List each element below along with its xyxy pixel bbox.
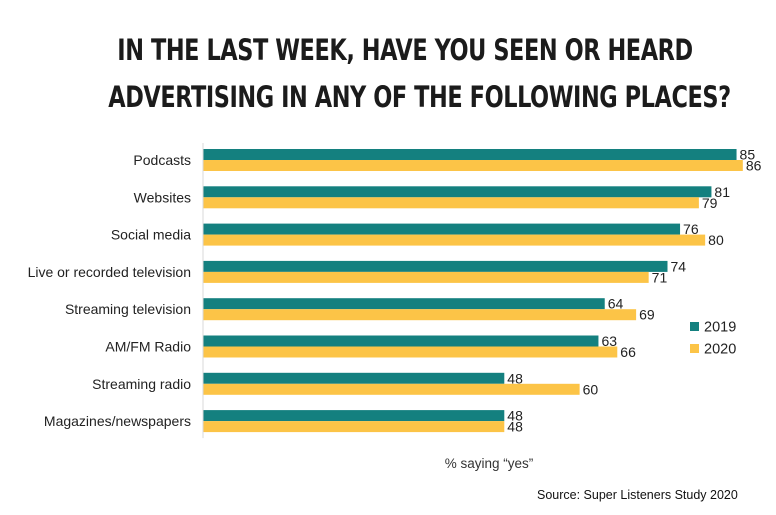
value-label: 80 (708, 232, 724, 248)
bar-2020-7 (203, 421, 505, 433)
bar-2019-4 (203, 298, 605, 310)
value-label: 69 (639, 307, 655, 323)
chart-title-line-2: ADVERTISING IN ANY OF THE FOLLOWING PLAC… (108, 80, 731, 114)
value-label: 48 (507, 419, 523, 435)
category-label: Websites (134, 189, 191, 205)
bar-2020-6 (203, 383, 580, 395)
legend: 2019 2020 (690, 320, 736, 358)
value-label: 76 (683, 221, 699, 237)
value-label: 60 (583, 381, 599, 397)
x-axis-label: % saying “yes” (445, 456, 534, 471)
source-note: Source: Super Listeners Study 2020 (537, 488, 738, 502)
value-label: 81 (714, 184, 730, 200)
bar-2020-3 (203, 271, 649, 283)
value-label: 63 (601, 333, 617, 349)
category-labels-layer: Podcasts Websites Social media Live or reco… (28, 152, 192, 429)
bar-2019-1 (203, 186, 712, 198)
bar-2020-4 (203, 309, 637, 321)
category-label: AM/FM Radio (105, 339, 191, 355)
bar-2019-0 (203, 149, 737, 160)
value-label: 86 (746, 158, 762, 174)
bar-2019-6 (203, 372, 505, 384)
legend-swatch-2020 (690, 344, 699, 353)
bar-2019-5 (203, 335, 599, 347)
bar-2020-1 (203, 197, 699, 209)
category-label: Streaming television (65, 301, 191, 317)
value-label: 48 (507, 408, 523, 424)
category-label: Magazines/newspapers (44, 413, 191, 429)
value-label: 85 (740, 147, 756, 163)
category-label: Live or recorded television (28, 264, 191, 280)
value-label: 48 (507, 370, 523, 386)
category-label: Streaming radio (92, 376, 191, 392)
value-label: 71 (652, 269, 668, 285)
category-label: Podcasts (133, 152, 191, 168)
value-label: 64 (608, 296, 624, 312)
bar-2020-5 (203, 346, 618, 358)
bar-2019-3 (203, 260, 668, 272)
legend-label-2020: 2020 (704, 342, 736, 358)
value-label: 66 (620, 344, 636, 360)
bar-2020-2 (203, 234, 706, 246)
value-label: 74 (670, 258, 686, 274)
legend-label-2019: 2019 (704, 320, 736, 336)
category-label: Social media (111, 227, 191, 243)
bar-2019-2 (203, 223, 681, 235)
value-label: 79 (702, 195, 718, 211)
bar-2019-7 (203, 410, 505, 422)
chart-title-line-1: IN THE LAST WEEK, HAVE YOU SEEN OR HEARD (117, 33, 693, 67)
bar-2020-0 (203, 160, 743, 171)
legend-swatch-2019 (690, 322, 699, 331)
bars-layer (203, 149, 743, 433)
